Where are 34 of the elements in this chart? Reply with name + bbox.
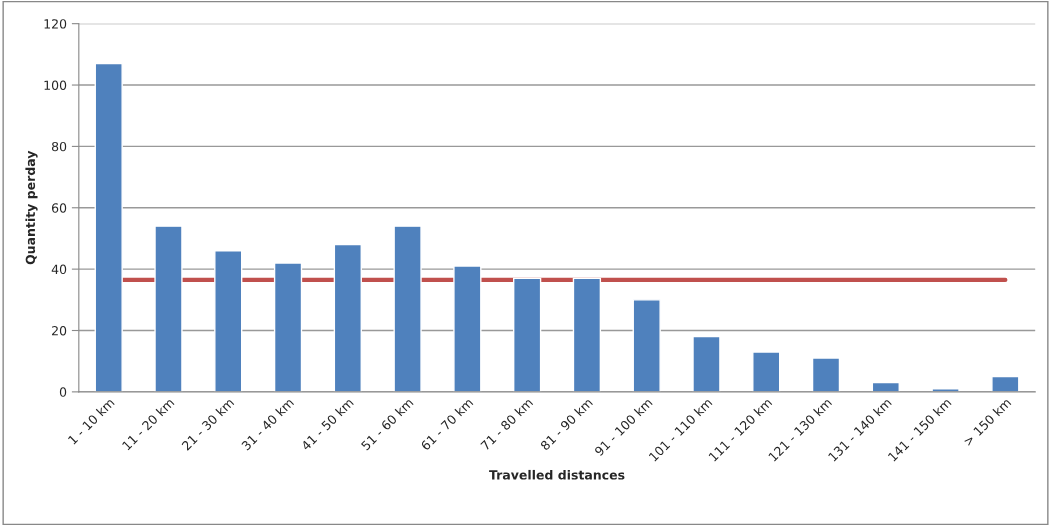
bar [214,250,243,392]
bar [393,225,422,392]
y-tick-label: 100 [44,80,67,90]
x-tick-label: 51 - 60 km [360,397,414,451]
y-axis-title: Quantity perday [25,150,38,265]
x-axis-title: Travelled distances [489,469,625,480]
x-tick-label: 41 - 50 km [300,397,354,451]
bar [632,299,661,392]
x-tick-label: > 150 km [962,397,1012,447]
bar [752,351,781,392]
x-tick-label: 81 - 90 km [539,397,594,451]
bar [871,381,900,392]
bar [811,357,841,392]
x-tick-label: 61 - 70 km [420,397,474,451]
bar [154,225,183,392]
y-tick-label: 60 [51,203,67,213]
y-tick-label: 0 [59,387,67,397]
bar [453,265,482,392]
x-tick-label: 71 - 80 km [480,397,534,451]
bar [512,277,542,392]
bar [333,243,362,392]
bar [572,277,602,392]
y-tick-label: 120 [44,19,67,29]
bar [94,62,123,392]
y-tick-label: 20 [52,325,67,336]
bar [692,335,721,392]
y-tick-label: 40 [51,264,67,275]
bar [273,262,303,392]
x-tick-label: 31 - 40 km [240,397,295,451]
x-tick-label: 21 - 30 km [181,397,235,451]
bar [991,375,1020,392]
x-tick-label: 11 - 20 km [121,397,175,451]
x-tick-label: 1 - 10 km [67,397,115,445]
y-tick-label: 80 [51,141,67,152]
